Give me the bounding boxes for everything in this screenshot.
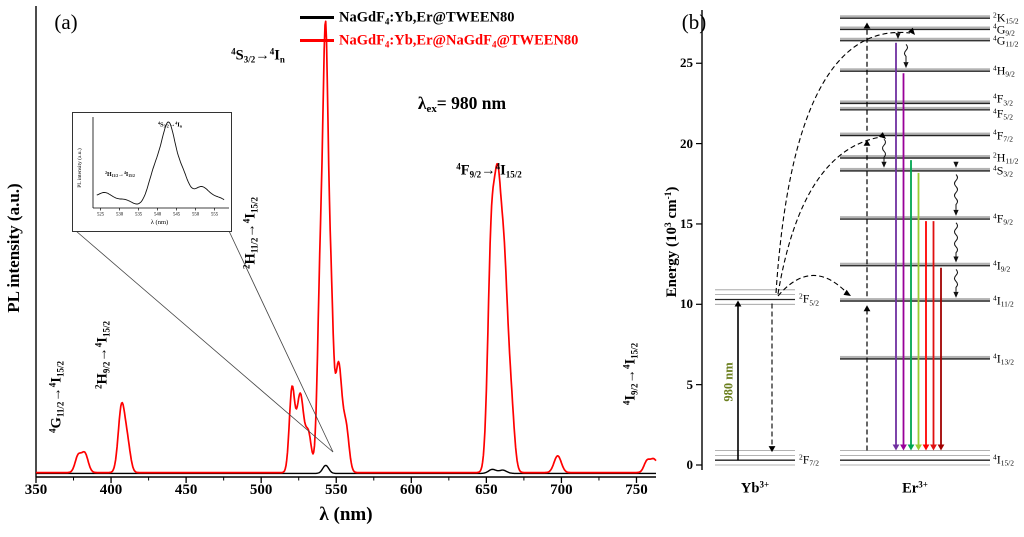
relaxation-wavy-arrow <box>882 138 886 162</box>
arrowhead <box>863 139 871 146</box>
energy-diagram-canvas <box>696 10 990 470</box>
arrowhead <box>907 444 915 451</box>
arrowhead <box>908 27 915 35</box>
relaxation-wavy-arrow <box>954 174 958 210</box>
energy-transfer-curve <box>777 274 849 297</box>
spectrum-plot-canvas <box>35 6 657 483</box>
level-band <box>840 355 990 359</box>
inset-x-tick-label: 525 <box>97 213 105 218</box>
inset-callout-line <box>75 230 334 453</box>
level-band <box>840 37 990 41</box>
level-band <box>840 132 990 136</box>
arrowhead <box>922 444 930 451</box>
arrowhead <box>953 161 959 168</box>
relaxation-wavy-arrow <box>954 268 958 292</box>
level-band <box>840 106 990 110</box>
inset-x-tick-label: 545 <box>173 213 181 218</box>
energy-transfer-curve <box>775 31 911 294</box>
energy-transfer-curve <box>777 136 882 295</box>
arrowhead <box>895 33 901 40</box>
inset-x-tick-label: 555 <box>211 213 219 218</box>
arrowhead <box>930 444 937 451</box>
arrowhead <box>903 62 909 69</box>
series-core-shell <box>35 20 657 474</box>
arrowhead <box>734 300 742 307</box>
level-band <box>840 155 990 159</box>
inset-plot: 525 530 535 540 545 550 555 λ (nm) PL intensity … <box>72 112 232 232</box>
inset-canvas: 525 530 535 540 545 550 555 λ (nm) PL intensity … <box>76 117 229 226</box>
level-band <box>840 262 990 266</box>
arrowhead <box>863 22 871 29</box>
inset-x-tick-label: 535 <box>135 213 143 218</box>
arrowhead <box>881 161 887 168</box>
panel-a-spectrum: (a) λex= 980 nm PL intensity (a.u.) λ (n… <box>4 6 657 524</box>
inset-callout-line <box>228 230 334 453</box>
level-band <box>840 68 990 72</box>
arrowhead <box>863 305 871 312</box>
level-band <box>840 216 990 220</box>
inset-curve <box>96 121 225 205</box>
level-band <box>840 15 990 19</box>
level-band <box>840 26 990 30</box>
inset-x-tick-label: 550 <box>192 213 200 218</box>
arrowhead <box>768 446 776 453</box>
arrowhead <box>937 444 945 451</box>
arrowhead <box>892 444 900 451</box>
arrowhead <box>953 291 959 298</box>
inset-x-tick-label: 540 <box>154 213 162 218</box>
inset-x-tick-label: 530 <box>116 213 124 218</box>
arrowhead <box>900 444 907 451</box>
level-band <box>840 100 990 104</box>
arrowhead <box>953 209 959 216</box>
arrowhead <box>843 289 851 296</box>
arrowhead <box>915 444 922 451</box>
relaxation-wavy-arrow <box>904 44 908 63</box>
level-band <box>840 298 990 302</box>
arrowhead <box>878 132 886 139</box>
relaxation-wavy-arrow <box>954 222 958 257</box>
inset-x-axis-label: λ (nm) <box>151 219 168 226</box>
level-band <box>840 167 990 171</box>
inset-y-axis-label: PL intensity (a.u.) <box>76 148 83 188</box>
panel-b-energy-diagram: (b) Energy (103 cm-1) 0 5 10 15 20 25 2F7/2 2F5… <box>660 0 1024 537</box>
arrowhead <box>953 256 959 263</box>
